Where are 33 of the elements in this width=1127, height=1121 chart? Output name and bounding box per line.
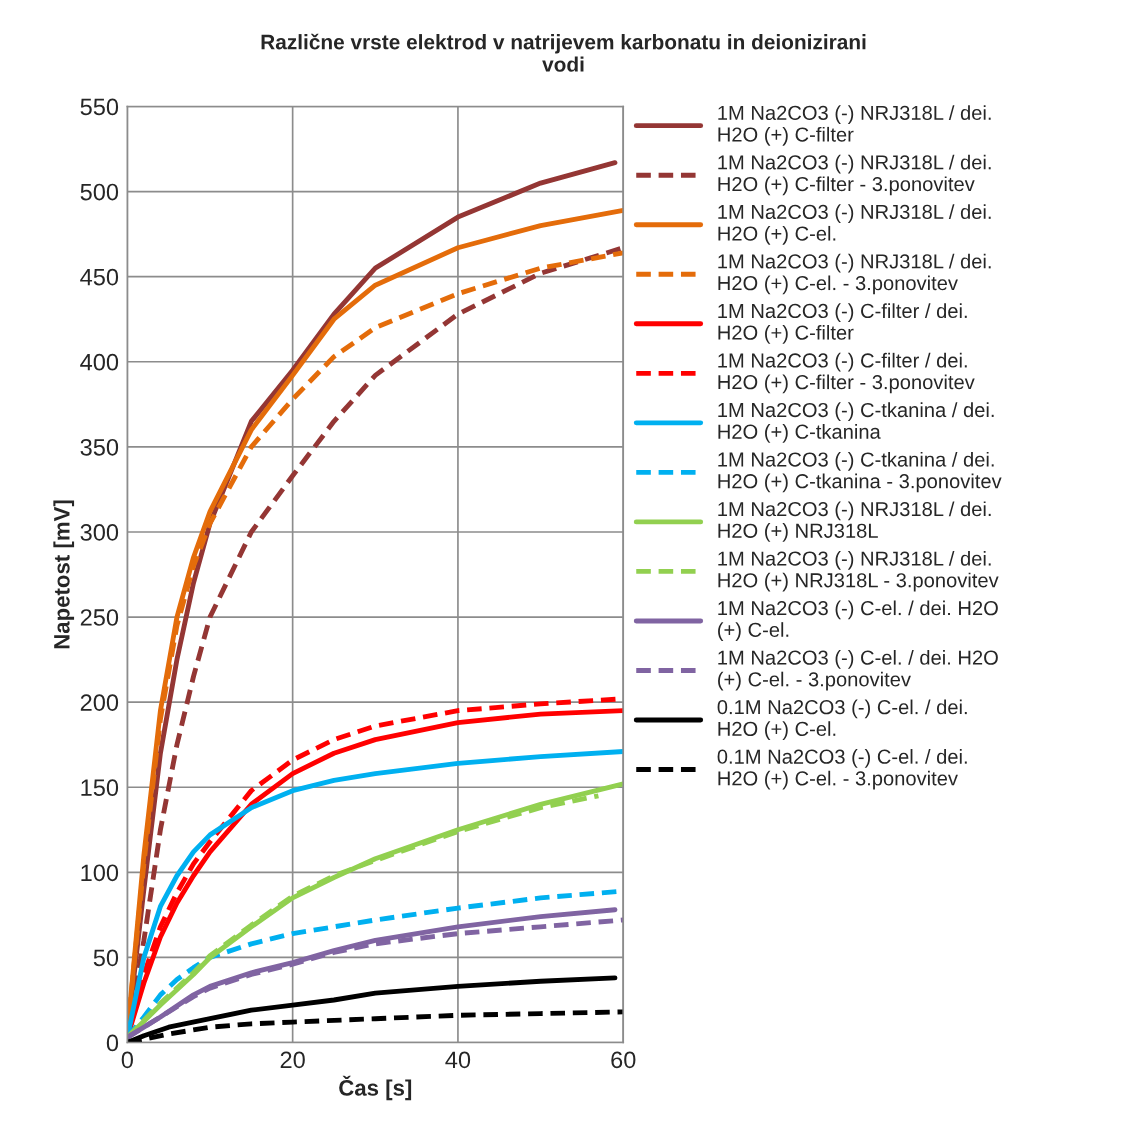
legend-label: 1M Na2CO3 (-) NRJ318L / dei. H2O (+) NRJ318L <box>718 501 991 542</box>
y-tick-label: 100 <box>81 864 119 882</box>
legend-label: 1M Na2CO3 (-) NRJ318L / dei. H2O (+) C-filter <box>718 105 991 146</box>
legend-label: 1M Na2CO3 (-) C-tkanina / dei. H2O (+) C-tkanina - 3.ponovitev <box>718 451 1002 493</box>
x-tick-label: 20 <box>280 1051 305 1069</box>
x-axis-title: Čas [s] <box>339 1075 412 1101</box>
y-axis-title: Napetost [mV] <box>53 500 75 649</box>
legend-label: 1M Na2CO3 (-) C-filter / dei. H2O (+) C-filter - 3.ponovitev <box>718 352 975 394</box>
y-tick-label: 50 <box>93 949 119 967</box>
x-tick-label: 40 <box>445 1051 471 1069</box>
y-tick-label: 450 <box>80 268 119 286</box>
y-tick-label: 400 <box>80 353 119 371</box>
legend-label: 1M Na2CO3 (-) C-el. / dei. H2O (+) C-el. - 3.ponovitev <box>718 650 998 691</box>
y-tick-label: 250 <box>80 609 119 626</box>
legend-label: 1M Na2CO3 (-) NRJ318L / dei. H2O (+) C-filter - 3.ponovitev <box>718 154 991 196</box>
chart-title: Različne vrste elektrod v natrijevem karbonatu in deionizirani vodi <box>261 33 866 72</box>
y-tick-label: 550 <box>80 98 119 116</box>
x-tick-label: 0 <box>121 1051 133 1069</box>
y-tick-label: 500 <box>80 183 119 201</box>
legend-label: 1M Na2CO3 (-) NRJ318L / dei. H2O (+) NRJ318L - 3.ponovitev <box>718 550 999 592</box>
legend-label: 1M Na2CO3 (-) NRJ318L / dei. H2O (+) C-el. - 3.ponovitev <box>718 253 991 295</box>
x-tick-label: 60 <box>611 1051 636 1069</box>
y-tick-label: 0 <box>106 1034 119 1052</box>
y-tick-label: 150 <box>81 779 119 797</box>
legend-label: 1M Na2CO3 (-) C-filter / dei. H2O (+) C-filter <box>718 303 967 344</box>
y-tick-label: 300 <box>80 524 119 541</box>
legend-label: 1M Na2CO3 (-) NRJ318L / dei. H2O (+) C-el. <box>718 204 991 245</box>
legend-label: 1M Na2CO3 (-) C-el. / dei. H2O (+) C-el. <box>718 600 998 641</box>
legend-label: 0.1M Na2CO3 (-) C-el. / dei. H2O (+) C-el. - 3.ponovitev <box>717 749 967 790</box>
y-tick-label: 350 <box>80 438 119 456</box>
legend-label: 1M Na2CO3 (-) C-tkanina / dei. H2O (+) C-tkanina <box>718 402 994 443</box>
legend-label: 0.1M Na2CO3 (-) C-el. / dei. H2O (+) C-el. <box>717 699 967 740</box>
y-tick-label: 200 <box>80 694 119 711</box>
